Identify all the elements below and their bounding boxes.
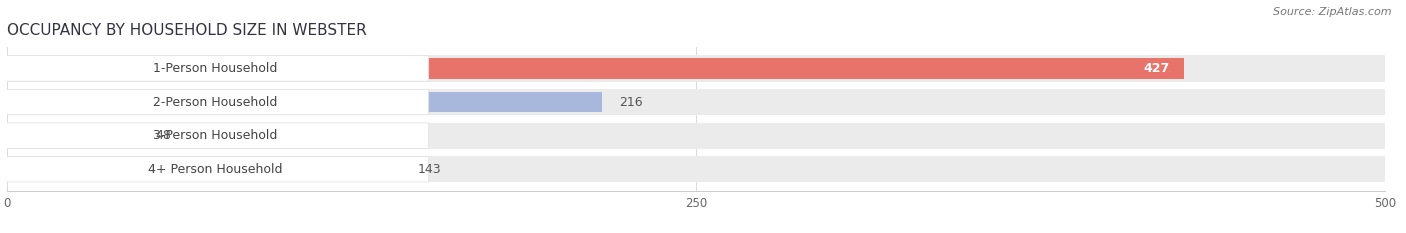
Text: 1-Person Household: 1-Person Household: [153, 62, 277, 75]
Text: OCCUPANCY BY HOUSEHOLD SIZE IN WEBSTER: OCCUPANCY BY HOUSEHOLD SIZE IN WEBSTER: [7, 24, 367, 38]
Text: 427: 427: [1143, 62, 1170, 75]
FancyBboxPatch shape: [1, 157, 429, 182]
Bar: [7, 58, 1184, 79]
Bar: [7, 159, 401, 180]
Text: Source: ZipAtlas.com: Source: ZipAtlas.com: [1274, 7, 1392, 17]
Text: 2-Person Household: 2-Person Household: [153, 96, 277, 109]
FancyBboxPatch shape: [1, 123, 429, 148]
Text: 48: 48: [156, 129, 172, 142]
Bar: [7, 55, 1385, 82]
Text: 143: 143: [418, 163, 441, 176]
Bar: [7, 156, 1385, 182]
Text: 216: 216: [619, 96, 643, 109]
Bar: [7, 125, 139, 146]
FancyBboxPatch shape: [1, 89, 429, 115]
Bar: [7, 92, 602, 113]
Bar: [7, 89, 1385, 115]
Text: 4+ Person Household: 4+ Person Household: [148, 163, 283, 176]
Text: 3-Person Household: 3-Person Household: [153, 129, 277, 142]
Bar: [7, 123, 1385, 149]
FancyBboxPatch shape: [1, 56, 429, 81]
